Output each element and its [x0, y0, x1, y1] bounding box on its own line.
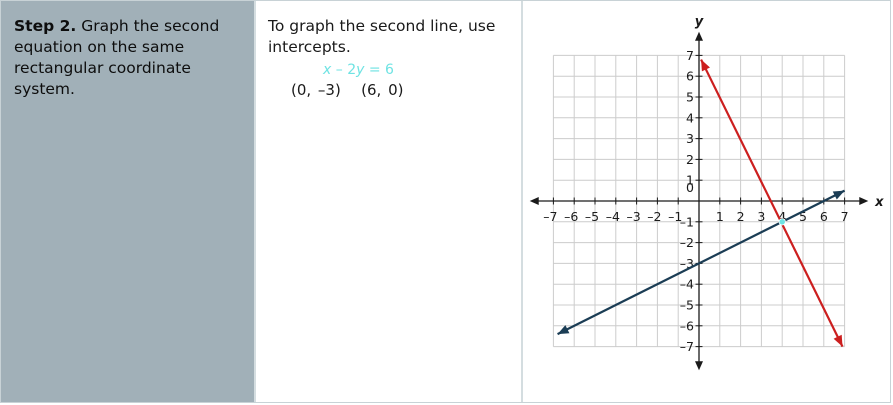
- step-cell: Step 2. Graph the second equation on the…: [1, 1, 256, 402]
- y-axis-arrow-up-icon: [695, 31, 703, 41]
- x-axis-arrow-right-icon: [859, 197, 869, 205]
- equation: x – 2y = 6: [323, 60, 394, 81]
- equation-x: x: [323, 62, 332, 78]
- y-axis-arrow-down-icon: [695, 361, 703, 371]
- y-axis-label: y: [695, 15, 704, 30]
- y-tick-label: –4: [680, 277, 694, 292]
- step-text: Graph the second equation on the same re…: [14, 17, 220, 98]
- y-tick-label: –7: [680, 339, 694, 354]
- series-arrow-start-icon: [557, 325, 570, 335]
- y-tick-label: 4: [686, 110, 694, 125]
- y-tick-label: 3: [686, 131, 694, 146]
- graph-cell: –7 –6 –5 –4 –3 –2 –1 1 2 3 4 5 6 7 1 2 3 4 5 6 7 –1 –2 –3 –4 –5 –6…: [523, 1, 890, 402]
- intersection-point: [778, 218, 786, 226]
- series-arrow-end-icon: [833, 334, 843, 347]
- x-tick-label: –2: [647, 209, 661, 224]
- equation-mid: – 2: [331, 62, 357, 78]
- x-axis-arrow-left-icon: [529, 197, 539, 205]
- x-tick-label: 3: [757, 209, 765, 224]
- equation-rest: = 6: [364, 62, 394, 78]
- x-tick-label: –4: [606, 209, 620, 224]
- y-tick-label: 1: [686, 173, 694, 188]
- y-tick-label: 7: [686, 48, 694, 63]
- series-line-2: [557, 189, 846, 336]
- origin-label: 0: [686, 180, 694, 195]
- x-tick-label: 5: [799, 209, 807, 224]
- intercepts: (0, –3) (6, 0): [291, 80, 403, 101]
- y-tick-label: –5: [680, 298, 694, 313]
- series-line-1: [700, 59, 844, 348]
- x-tick-label: 1: [716, 209, 724, 224]
- step-title: Step 2.: [14, 17, 77, 35]
- intercept-2: (6, 0): [361, 81, 404, 99]
- x-tick-label: –3: [626, 209, 640, 224]
- x-tick-label: 4: [778, 209, 786, 224]
- x-tick-label: 6: [820, 209, 828, 224]
- explanation-cell: To graph the second line, use intercepts…: [256, 1, 523, 402]
- x-tick-label: –7: [543, 209, 557, 224]
- explanation-text: To graph the second line, use intercepts…: [268, 17, 496, 56]
- x-axis-label: x: [874, 195, 884, 210]
- x-tick-label: –6: [564, 209, 578, 224]
- y-tick-label: –6: [680, 318, 694, 333]
- series-arrow-start-icon: [701, 59, 710, 72]
- y-tick-label: –2: [680, 235, 694, 250]
- x-tick-label: 7: [841, 209, 849, 224]
- y-tick-label: 6: [686, 69, 694, 84]
- y-tick-label: 5: [686, 90, 694, 105]
- x-tick-label: –1: [668, 209, 682, 224]
- coordinate-graph: –7 –6 –5 –4 –3 –2 –1 1 2 3 4 5 6 71234567–1–2–3–4–5–6…: [529, 15, 884, 371]
- x-tick-label: 2: [737, 209, 745, 224]
- series-arrow-end-icon: [832, 190, 845, 200]
- intercept-1: (0, –3): [291, 81, 341, 99]
- y-tick-label: –1: [680, 214, 694, 229]
- equation-y: y: [356, 62, 365, 78]
- x-tick-label: –5: [585, 209, 599, 224]
- y-tick-label: 2: [686, 152, 694, 167]
